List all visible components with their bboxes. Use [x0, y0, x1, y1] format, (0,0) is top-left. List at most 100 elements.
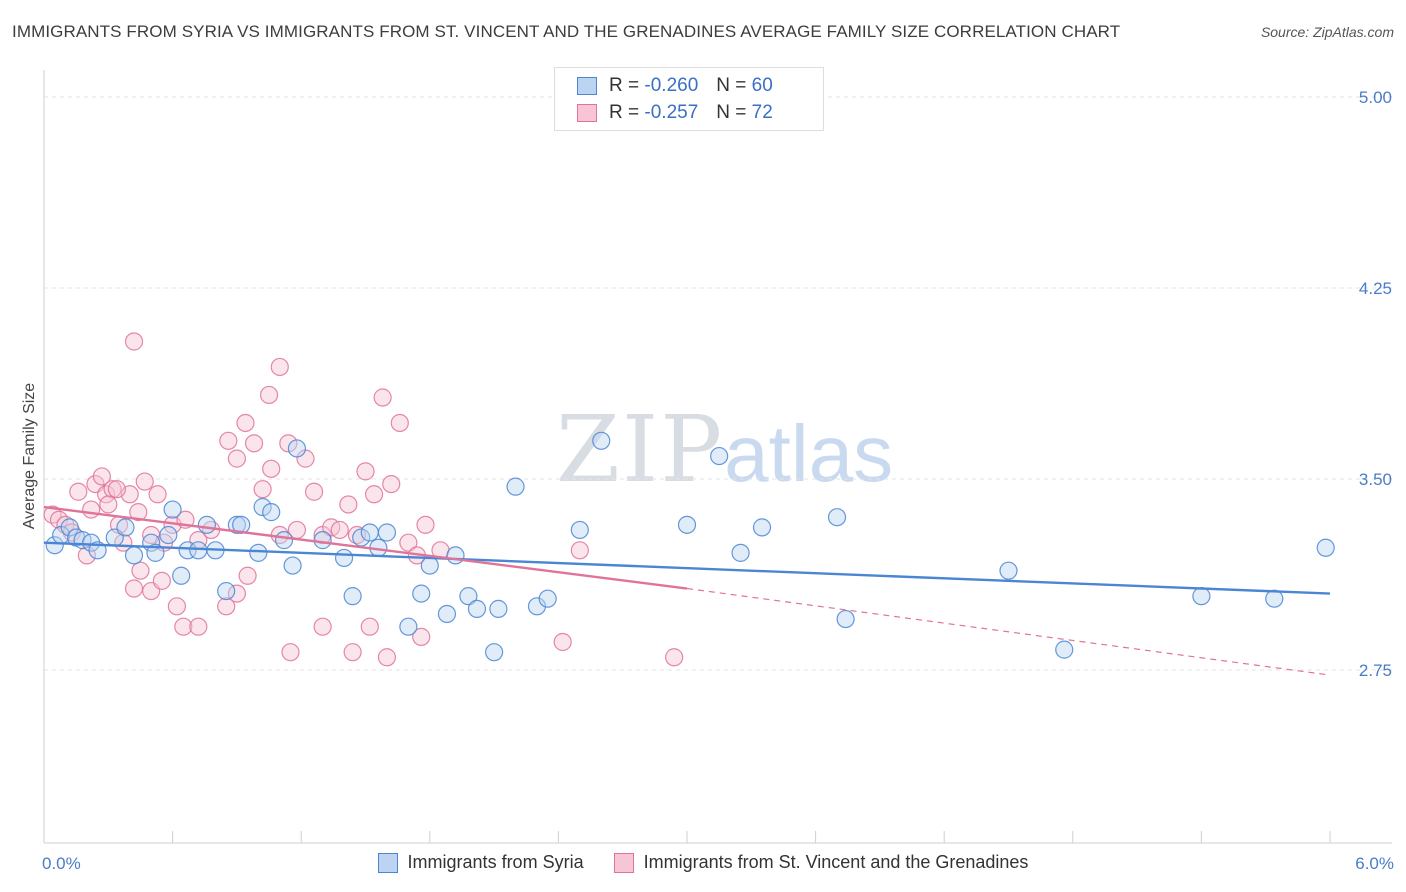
- data-point: [270, 357, 289, 377]
- data-point: [174, 617, 193, 636]
- data-point: [446, 546, 465, 565]
- data-point: [330, 520, 349, 540]
- data-point: [124, 546, 144, 565]
- watermark-atlas: atlas: [724, 409, 894, 498]
- legend-swatch-pink: [577, 104, 597, 122]
- series-legend: Immigrants from Syria Immigrants from St…: [0, 852, 1406, 873]
- correlation-legend: R = -0.260 N = 60 R = -0.257 N = 72: [554, 67, 824, 131]
- data-point: [360, 523, 379, 542]
- watermark: ZIPatlas: [556, 396, 893, 503]
- y-tick-label: 3.50: [1359, 470, 1392, 489]
- legend-row-syria: R = -0.260 N = 60: [577, 74, 773, 98]
- legend-r-value: -0.260: [644, 75, 699, 96]
- data-point: [377, 648, 397, 667]
- data-point: [281, 643, 300, 662]
- legend-swatch-pink: [613, 852, 634, 873]
- data-point: [373, 388, 392, 407]
- data-point: [262, 459, 281, 478]
- data-point: [232, 515, 251, 534]
- data-point: [167, 597, 186, 616]
- legend-n-label: N =: [716, 75, 747, 96]
- legend-label-st-vincent: Immigrants from St. Vincent and the Gren…: [643, 852, 1029, 872]
- legend-n-value: 72: [751, 102, 773, 123]
- axes: [43, 70, 1392, 844]
- data-point: [390, 413, 409, 433]
- source-credit: Source: ZipAtlas.com: [1260, 24, 1394, 40]
- data-point: [356, 462, 375, 481]
- data-point: [283, 556, 302, 575]
- data-point: [999, 561, 1018, 580]
- data-point: [287, 439, 307, 458]
- data-point: [227, 584, 246, 603]
- data-point: [570, 541, 589, 560]
- data-point: [219, 431, 238, 450]
- data-point: [253, 497, 272, 517]
- data-point: [135, 472, 154, 491]
- legend-r-label: R =: [609, 75, 640, 96]
- watermark-zip: ZIP: [556, 396, 725, 503]
- data-point: [412, 584, 431, 603]
- data-point: [124, 332, 144, 351]
- trend-line: [43, 541, 1331, 595]
- data-point: [238, 566, 257, 585]
- data-point: [163, 500, 182, 519]
- y-tick-label: 2.75: [1359, 661, 1392, 680]
- data-point: [339, 495, 358, 514]
- data-point: [416, 515, 435, 534]
- x-tick-label: 0.0%: [42, 854, 81, 873]
- data-point: [538, 589, 557, 608]
- data-point: [592, 431, 611, 450]
- legend-item-syria[interactable]: Immigrants from Syria: [377, 852, 584, 873]
- data-point: [1055, 640, 1074, 659]
- data-point: [99, 495, 118, 514]
- data-point: [731, 543, 750, 562]
- data-point: [82, 533, 101, 552]
- data-point: [131, 561, 150, 580]
- legend-swatch-blue: [577, 77, 597, 95]
- data-point: [159, 525, 178, 545]
- series-blue-points: [45, 431, 1335, 662]
- data-point: [124, 579, 144, 598]
- data-point: [570, 520, 589, 540]
- data-point: [129, 503, 148, 522]
- legend-item-st-vincent[interactable]: Immigrants from St. Vincent and the Gren…: [613, 852, 1029, 873]
- data-point: [459, 587, 478, 606]
- data-point: [253, 480, 272, 499]
- y-tick-label: 4.25: [1359, 279, 1392, 298]
- data-point: [172, 566, 191, 585]
- data-point: [467, 599, 487, 618]
- data-point: [752, 518, 772, 537]
- data-point: [146, 543, 165, 562]
- series-pink-points: [43, 332, 684, 667]
- data-point: [677, 515, 697, 534]
- y-tick-label: 5.00: [1359, 88, 1392, 107]
- legend-n-value: 60: [751, 75, 773, 96]
- data-point: [1192, 587, 1211, 606]
- data-point: [82, 500, 101, 519]
- data-point: [279, 434, 298, 453]
- data-point: [399, 533, 418, 552]
- trend-line-extension: [686, 587, 1331, 676]
- data-point: [343, 587, 362, 606]
- data-point: [60, 518, 79, 537]
- legend-row-st-vincent: R = -0.257 N = 72: [577, 101, 773, 125]
- legend-r-label: R =: [609, 102, 640, 123]
- data-point: [45, 536, 64, 555]
- data-point: [343, 643, 362, 662]
- data-point: [364, 485, 384, 504]
- data-point: [412, 627, 431, 646]
- trend-line: [43, 505, 688, 590]
- data-point: [152, 571, 171, 590]
- data-point: [827, 508, 847, 527]
- data-point: [313, 617, 332, 636]
- data-point: [304, 482, 324, 501]
- data-point: [489, 599, 508, 618]
- data-point: [249, 543, 268, 562]
- tick-labels: 5.00 4.25 3.50 2.75 0.0% 6.0% Average Family S…: [21, 88, 1394, 873]
- data-point: [217, 581, 236, 601]
- trend-lines: [43, 505, 1331, 676]
- data-point: [399, 617, 418, 636]
- data-point: [148, 485, 167, 504]
- chart-title: IMMIGRANTS FROM SYRIA VS IMMIGRANTS FROM…: [12, 22, 1121, 41]
- data-point: [92, 467, 111, 486]
